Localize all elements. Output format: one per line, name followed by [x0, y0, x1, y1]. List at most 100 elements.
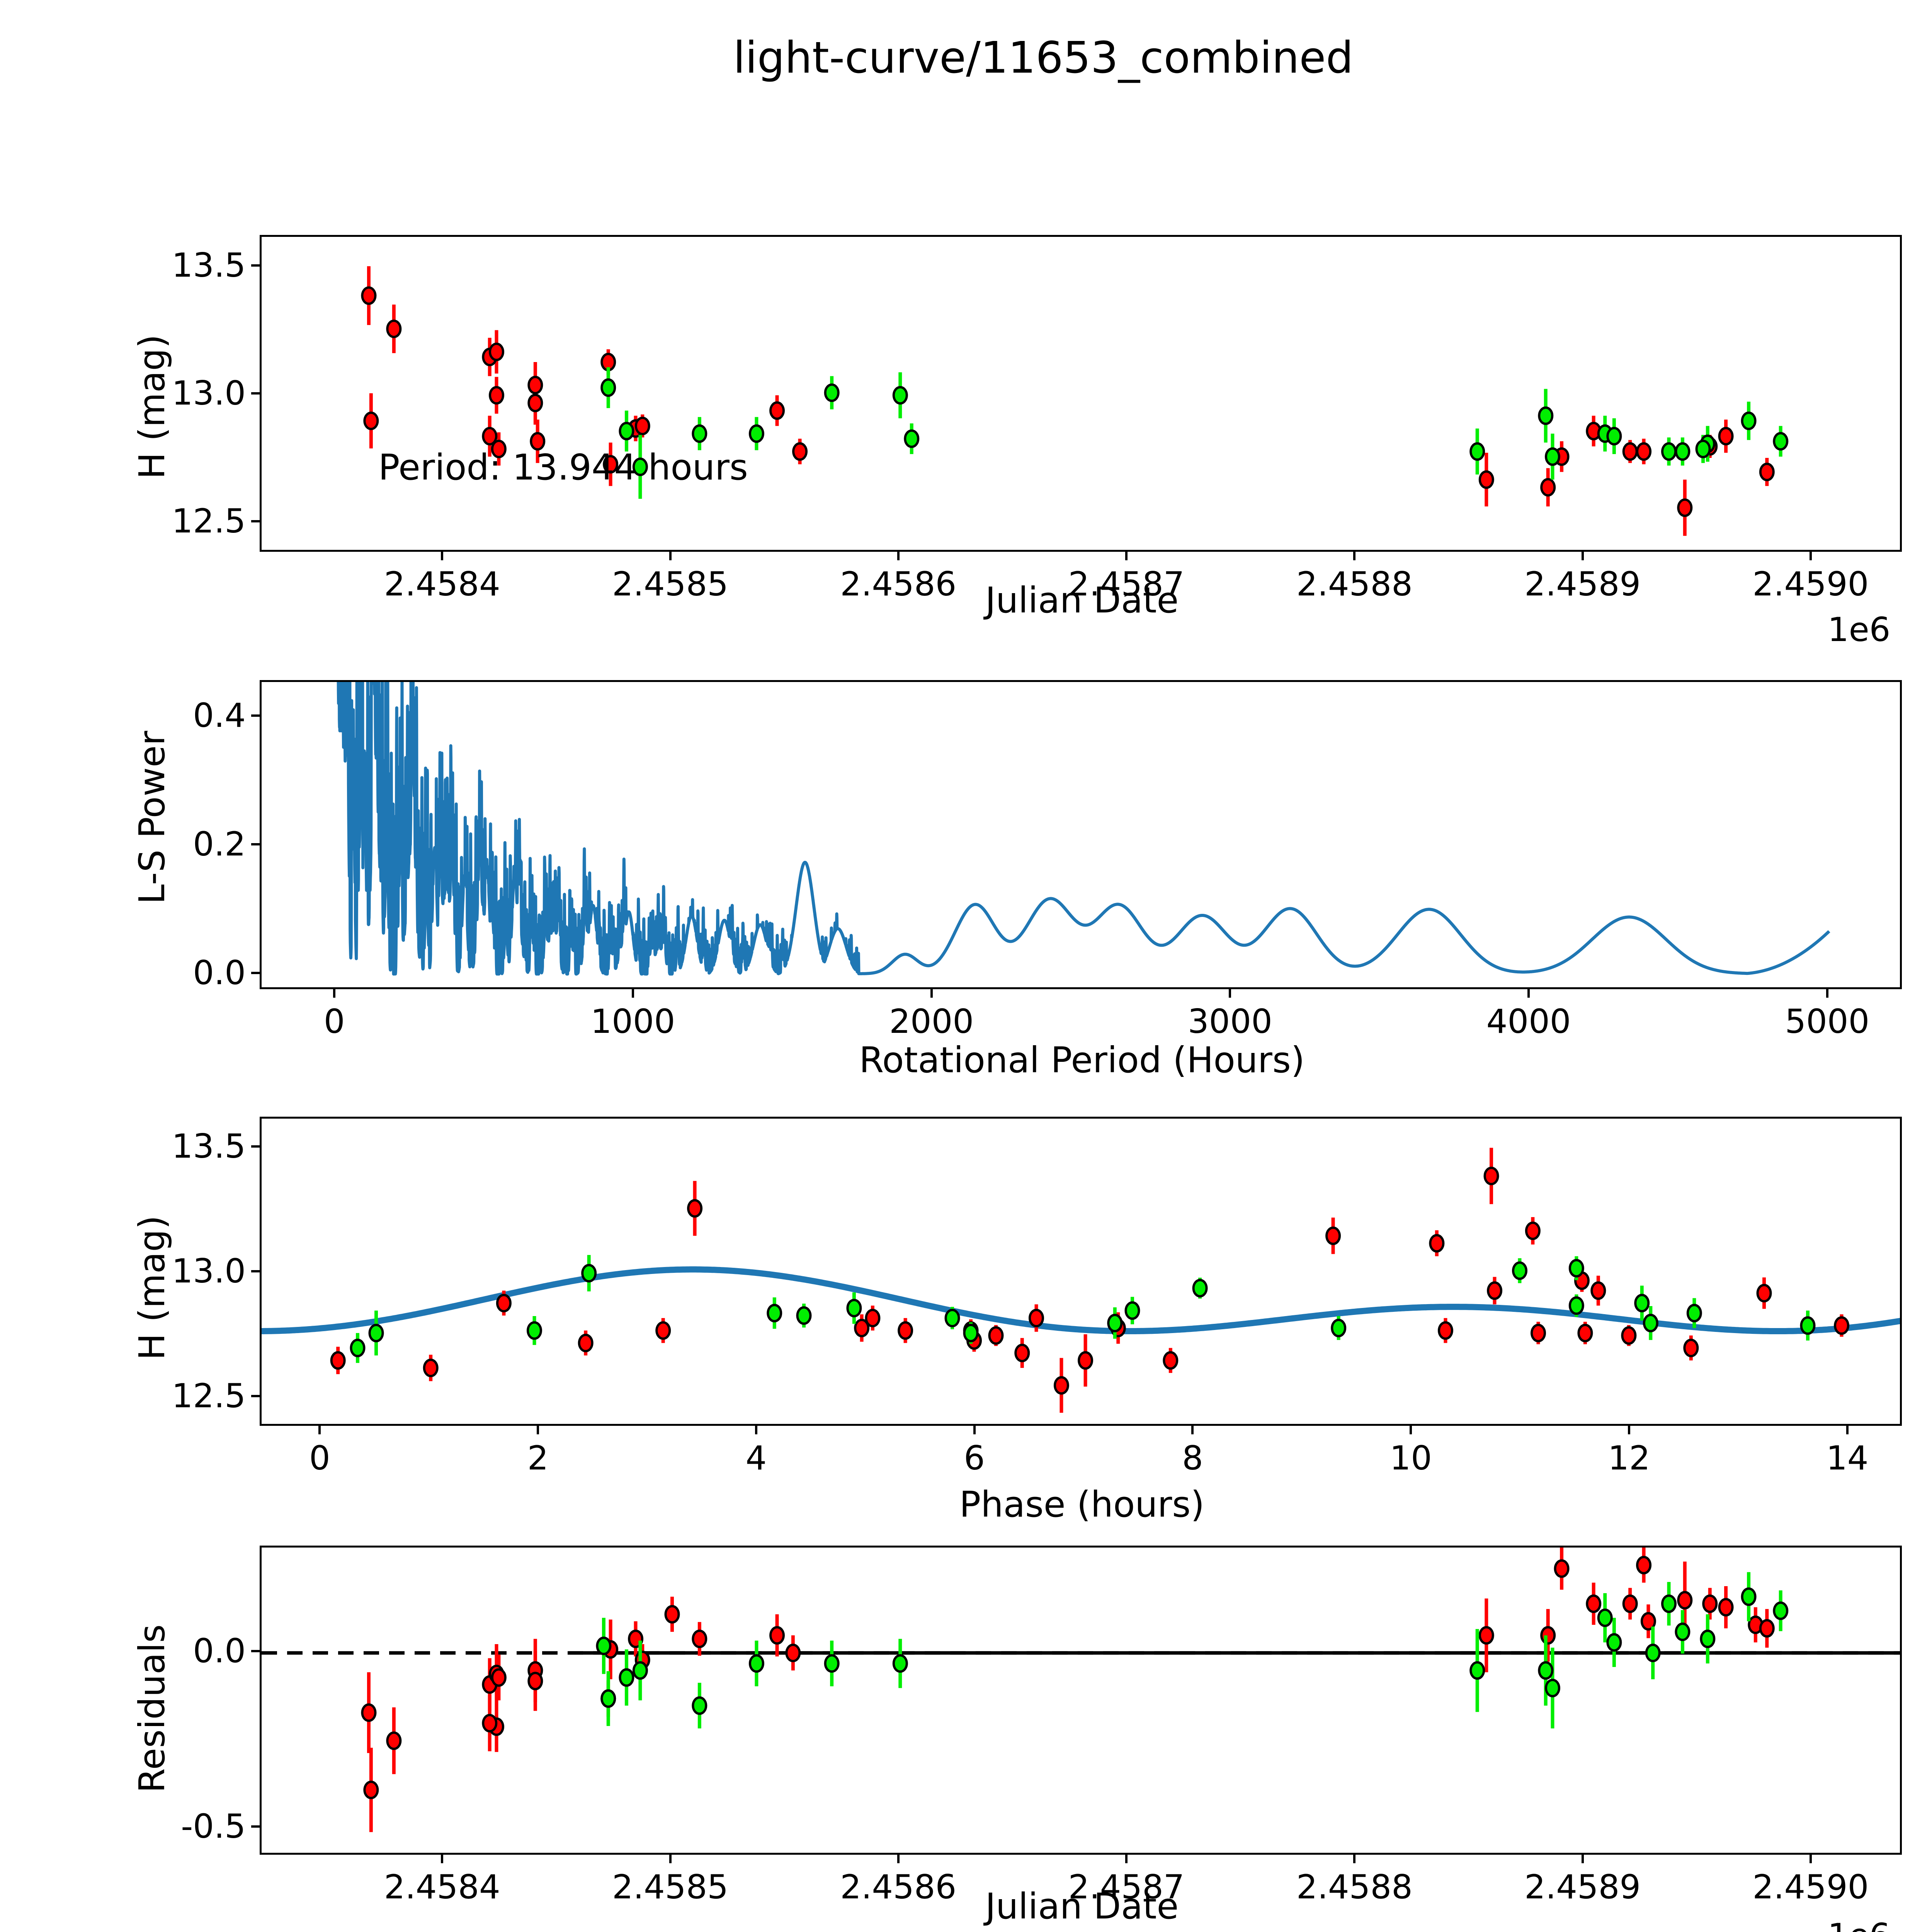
data-point [846, 1299, 862, 1318]
data-point [530, 432, 546, 451]
x-tickmark [1353, 1855, 1356, 1863]
panel-lightcurve-x-offset: 1e6 [1828, 611, 1891, 649]
panel-residuals-xlabel: Julian Date [985, 1886, 1179, 1927]
data-point [1741, 412, 1757, 430]
data-point [1469, 1661, 1485, 1680]
x-tickmark [1809, 552, 1812, 560]
panel-lightcurve-xlabel: Julian Date [985, 580, 1179, 621]
data-point [1512, 1261, 1527, 1280]
data-point [363, 412, 379, 430]
x-tick-label: 8 [1182, 1439, 1203, 1478]
x-tick-label: 2.4588 [1296, 565, 1413, 604]
data-point [1028, 1309, 1044, 1328]
y-tick-label: -0.5 [181, 1807, 246, 1846]
x-tick-label: 2.4588 [1296, 1868, 1413, 1906]
x-tickmark [669, 552, 672, 560]
x-tick-label: 2.4590 [1752, 1868, 1869, 1906]
data-point [1773, 432, 1789, 451]
figure-title: light-curve/11653_combined [733, 33, 1354, 83]
data-point [1568, 1296, 1584, 1315]
panel-phase-folded-svg [262, 1148, 1900, 1413]
data-point [491, 1668, 507, 1687]
y-tickmark [251, 1395, 260, 1397]
data-point [600, 1689, 616, 1708]
y-tick-label: 0.0 [193, 954, 246, 993]
data-point [363, 1781, 379, 1799]
data-point [1640, 1612, 1656, 1631]
x-tick-label: 2.4585 [612, 1868, 728, 1906]
x-tick-label: 2.4586 [840, 1868, 957, 1906]
data-point [1540, 1626, 1556, 1645]
data-point [1606, 1633, 1622, 1652]
data-point [1675, 1622, 1690, 1641]
data-point [1540, 478, 1556, 497]
data-point [988, 1326, 1004, 1345]
y-tick-label: 12.5 [172, 502, 246, 541]
series-green [600, 367, 1789, 499]
x-tick-label: 4 [745, 1439, 767, 1478]
data-point [655, 1321, 671, 1340]
data-point [1483, 1167, 1499, 1185]
x-tickmark [1527, 989, 1530, 998]
data-point [904, 429, 920, 448]
data-point [1325, 1226, 1341, 1245]
x-tickmark [669, 1855, 672, 1863]
data-point [527, 376, 543, 395]
x-tick-label: 2.4585 [612, 565, 728, 604]
data-point [1677, 1591, 1693, 1610]
x-tickmark [1125, 1855, 1128, 1863]
x-tick-label: 2.4584 [384, 565, 500, 604]
x-tick-label: 12 [1608, 1439, 1650, 1478]
y-tickmark [251, 972, 260, 975]
data-point [1643, 1314, 1658, 1333]
data-point [1645, 1643, 1661, 1662]
x-tickmark [441, 1855, 444, 1863]
x-tick-label: 2.4587 [1068, 565, 1185, 604]
x-tickmark [318, 1426, 321, 1434]
x-tick-label: 3000 [1187, 1002, 1272, 1041]
data-point [581, 1264, 597, 1282]
data-point [386, 1731, 402, 1750]
data-point [1800, 1316, 1816, 1335]
data-point [1718, 427, 1734, 446]
data-point [488, 386, 504, 405]
data-point [632, 457, 648, 476]
data-point [1686, 1304, 1702, 1323]
x-tick-label: 10 [1389, 1439, 1432, 1478]
data-point [1597, 1608, 1613, 1627]
data-point [527, 1672, 543, 1690]
data-point [1478, 1626, 1494, 1645]
data-point [1429, 1234, 1445, 1253]
data-point [892, 1654, 908, 1673]
data-point [634, 417, 650, 435]
x-tick-label: 1000 [590, 1002, 675, 1041]
data-point [1478, 470, 1494, 489]
y-tickmark [251, 1270, 260, 1272]
data-point [350, 1338, 366, 1357]
data-point [361, 286, 377, 305]
panel-lightcurve-svg [361, 266, 1789, 536]
data-point [892, 386, 908, 405]
x-tickmark [755, 1426, 757, 1434]
data-point [785, 1643, 801, 1662]
data-point [687, 1199, 703, 1218]
data-point [330, 1351, 346, 1370]
data-point [488, 342, 504, 361]
panel-phase-folded-xlabel: Phase (hours) [959, 1484, 1205, 1525]
y-tick-label: 0.4 [193, 696, 246, 735]
data-point [1636, 1556, 1652, 1575]
y-tick-label: 13.5 [172, 246, 246, 285]
y-tick-label: 13.0 [172, 1252, 246, 1291]
data-point [1675, 442, 1690, 461]
data-point [664, 1605, 680, 1624]
data-point [692, 424, 707, 443]
x-tickmark [441, 552, 444, 560]
data-point [1759, 463, 1775, 481]
x-tickmark [1191, 1426, 1194, 1434]
data-point [1078, 1351, 1094, 1370]
panel-periodogram-xlabel: Rotational Period (Hours) [859, 1039, 1305, 1081]
panel-periodogram: 0 1000 2000 3000 4000 5000 0.0 0.2 0.4 Rotationa… [131, 680, 1902, 1081]
x-tick-label: 2.4586 [840, 565, 957, 604]
data-point [491, 439, 507, 458]
data-point [824, 1654, 840, 1673]
